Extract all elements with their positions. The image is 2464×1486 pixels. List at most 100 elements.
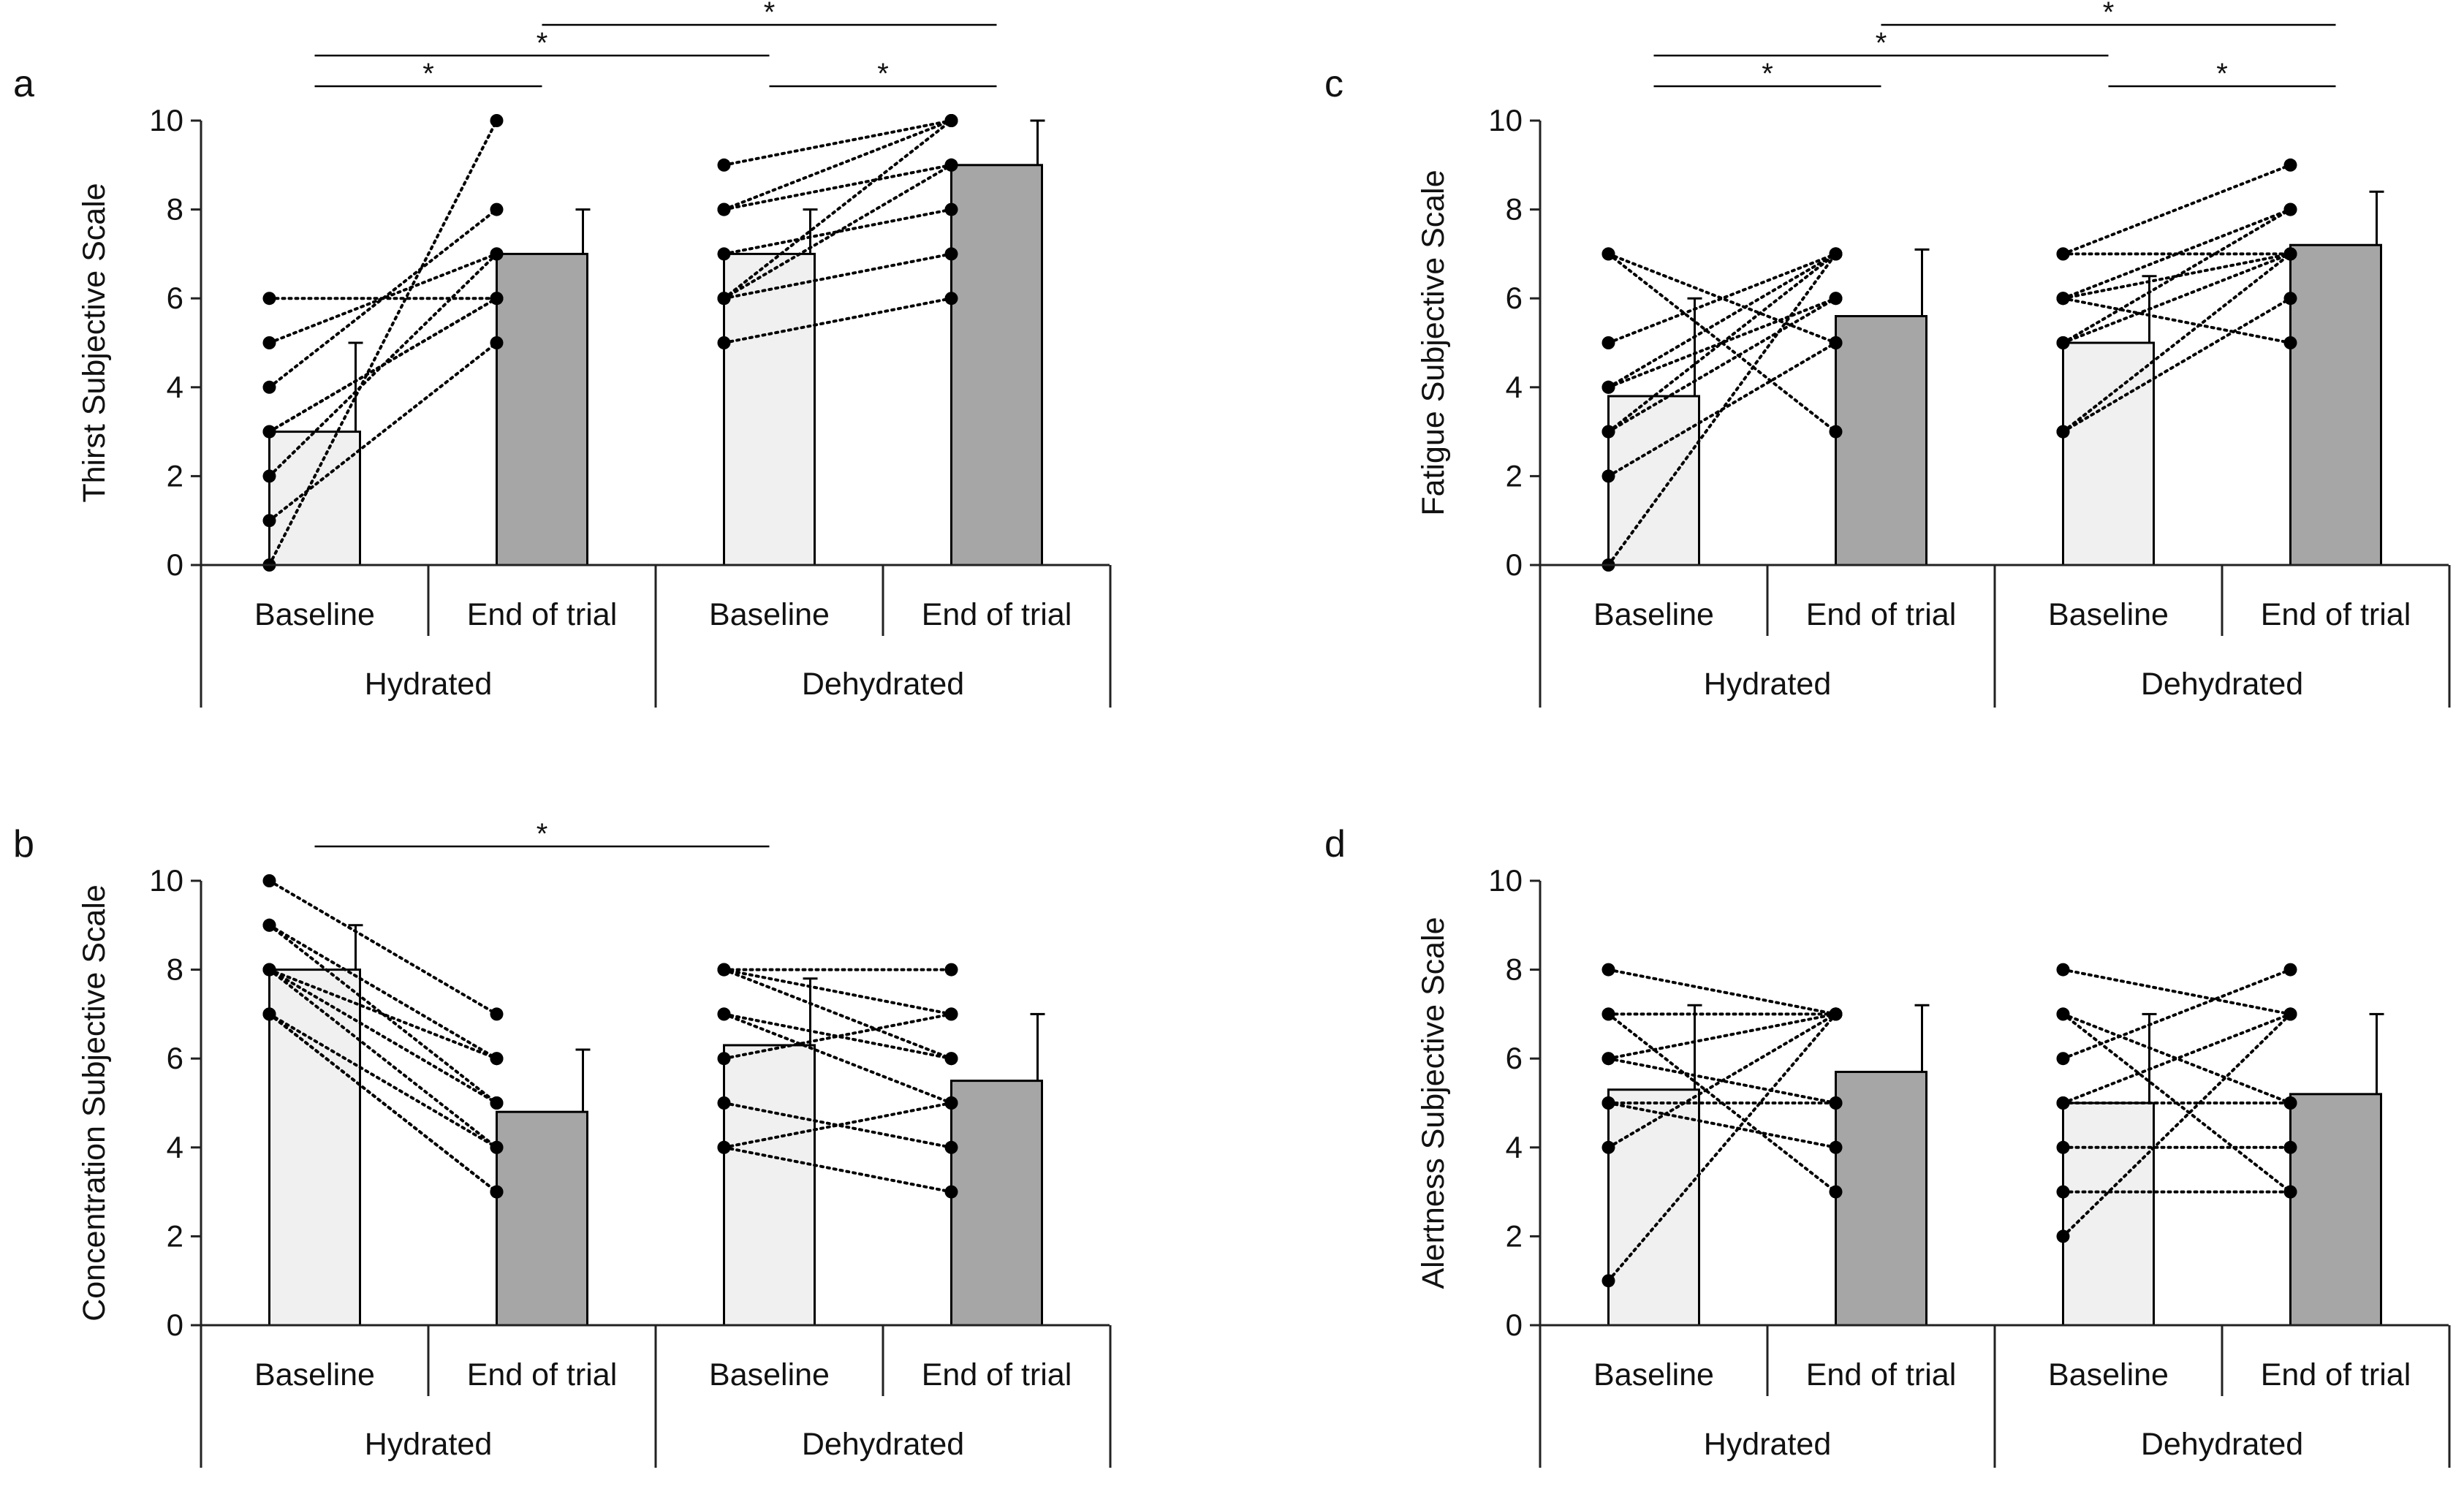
- participant-line: [268, 968, 499, 1149]
- x-category-label: Baseline: [2048, 1357, 2169, 1392]
- data-point: [2056, 247, 2070, 261]
- panel-letter-b: b: [13, 823, 34, 865]
- participant-line: [2061, 1012, 2292, 1104]
- x-group-label: Hydrated: [365, 1427, 492, 1462]
- y-axis-label: Alertness Subjective Scale: [1416, 917, 1451, 1289]
- y-axis-label: Thirst Subjective Scale: [77, 183, 112, 502]
- data-point: [717, 202, 731, 216]
- panel-d: d Alertness Subjective Scale 0 2 4 6 8 10 Baseli…: [1324, 823, 2451, 1468]
- x-group-label: Dehydrated: [802, 1427, 964, 1462]
- bar-baseline-dehydrated: [2062, 1102, 2155, 1327]
- x-category-label: Baseline: [2048, 597, 2169, 632]
- y-tick-label: 4: [1506, 1130, 1523, 1164]
- data-point: [1601, 380, 1615, 394]
- bar-baseline-hydrated: [268, 431, 361, 566]
- y-tick-label: 2: [1506, 1218, 1523, 1253]
- x-group-label: Dehydrated: [802, 667, 964, 702]
- participant-line: [268, 208, 499, 389]
- data-point: [1601, 1140, 1615, 1154]
- panel-letter-a: a: [13, 63, 34, 105]
- significance-star: *: [764, 0, 776, 29]
- data-point: [262, 380, 276, 394]
- data-point: [2283, 158, 2297, 172]
- data-point: [2056, 336, 2070, 349]
- data-point: [2283, 1185, 2297, 1199]
- y-tick-label: 6: [1506, 281, 1523, 315]
- participant-line: [268, 879, 499, 1016]
- significance-star: *: [1876, 27, 1887, 59]
- data-point: [2056, 1229, 2070, 1243]
- data-point: [490, 292, 504, 306]
- x-category-label: End of trial: [467, 597, 618, 632]
- participant-line: [1607, 252, 1838, 389]
- participant-line: [268, 119, 499, 566]
- y-tick-label: 8: [167, 192, 183, 227]
- participant-line: [722, 1145, 953, 1194]
- data-point: [1601, 247, 1615, 261]
- x-category-label: Baseline: [254, 597, 375, 632]
- participant-line: [1607, 252, 1838, 566]
- participant-line: [2061, 297, 2292, 344]
- significance-star: *: [2216, 58, 2228, 90]
- data-point: [490, 336, 504, 349]
- bar-end-of-trial-hydrated: [496, 252, 588, 566]
- data-point: [490, 1007, 504, 1021]
- participant-line: [2061, 163, 2292, 256]
- data-point: [1829, 336, 1843, 349]
- participant-line: [1607, 1012, 1838, 1149]
- bar-end-of-trial-hydrated: [496, 1110, 588, 1327]
- y-tick-label: 8: [1506, 952, 1523, 987]
- data-point: [717, 1052, 731, 1066]
- data-point: [2283, 1096, 2297, 1110]
- data-point: [944, 1052, 958, 1066]
- x-category-label: End of trial: [1806, 597, 1957, 632]
- y-tick-label: 10: [1488, 103, 1523, 137]
- x-category-label: Baseline: [1593, 1357, 1714, 1392]
- data-point: [717, 158, 731, 172]
- y-tick-label: 4: [167, 1130, 183, 1164]
- data-point: [944, 1007, 958, 1021]
- participant-line: [722, 968, 953, 1016]
- y-tick-label: 6: [167, 281, 183, 315]
- data-point: [944, 1096, 958, 1110]
- data-point: [2283, 963, 2297, 977]
- data-point: [1601, 1007, 1615, 1021]
- y-tick-label: 10: [1488, 863, 1523, 898]
- data-point: [717, 1096, 731, 1110]
- panel-a: a Thirst Subjective Scale 0 2 4 6 8 10 Baseline E…: [13, 0, 1112, 708]
- participant-line: [722, 252, 953, 300]
- x-group-label: Hydrated: [1704, 1427, 1831, 1462]
- data-point: [944, 1185, 958, 1199]
- data-point: [717, 247, 731, 261]
- participant-line: [2061, 252, 2292, 300]
- panel-c: c Fatigue Subjective Scale 0 2 4 6 8 10 Baseline…: [1324, 0, 2451, 708]
- participant-line: [1607, 1012, 1838, 1061]
- data-point: [490, 1096, 504, 1110]
- participant-line: [722, 1102, 953, 1149]
- participant-line: [722, 119, 953, 211]
- y-tick-label: 4: [167, 370, 183, 404]
- data-point: [2056, 1096, 2070, 1110]
- bar-baseline-dehydrated: [2062, 341, 2155, 566]
- y-tick-label: 4: [1506, 370, 1523, 404]
- data-point: [1601, 469, 1615, 483]
- panel-b: b Concentration Subjective Scale 0 2 4 6 8 10 Ba…: [13, 818, 1112, 1468]
- panel-letter-d: d: [1324, 823, 1346, 865]
- participant-line: [268, 1012, 499, 1149]
- participant-line: [1607, 1012, 1838, 1283]
- data-point: [2056, 1185, 2070, 1199]
- data-point: [2283, 247, 2297, 261]
- data-point: [1829, 1096, 1843, 1110]
- data-point: [2283, 336, 2297, 349]
- participant-line: [1607, 1057, 1838, 1104]
- y-tick-label: 6: [1506, 1041, 1523, 1075]
- data-point: [262, 336, 276, 349]
- data-point: [2283, 1007, 2297, 1021]
- data-point: [490, 202, 504, 216]
- data-point: [717, 292, 731, 306]
- y-tick-label: 6: [167, 1041, 183, 1075]
- data-point: [1829, 425, 1843, 439]
- data-point: [944, 202, 958, 216]
- data-point: [1829, 247, 1843, 261]
